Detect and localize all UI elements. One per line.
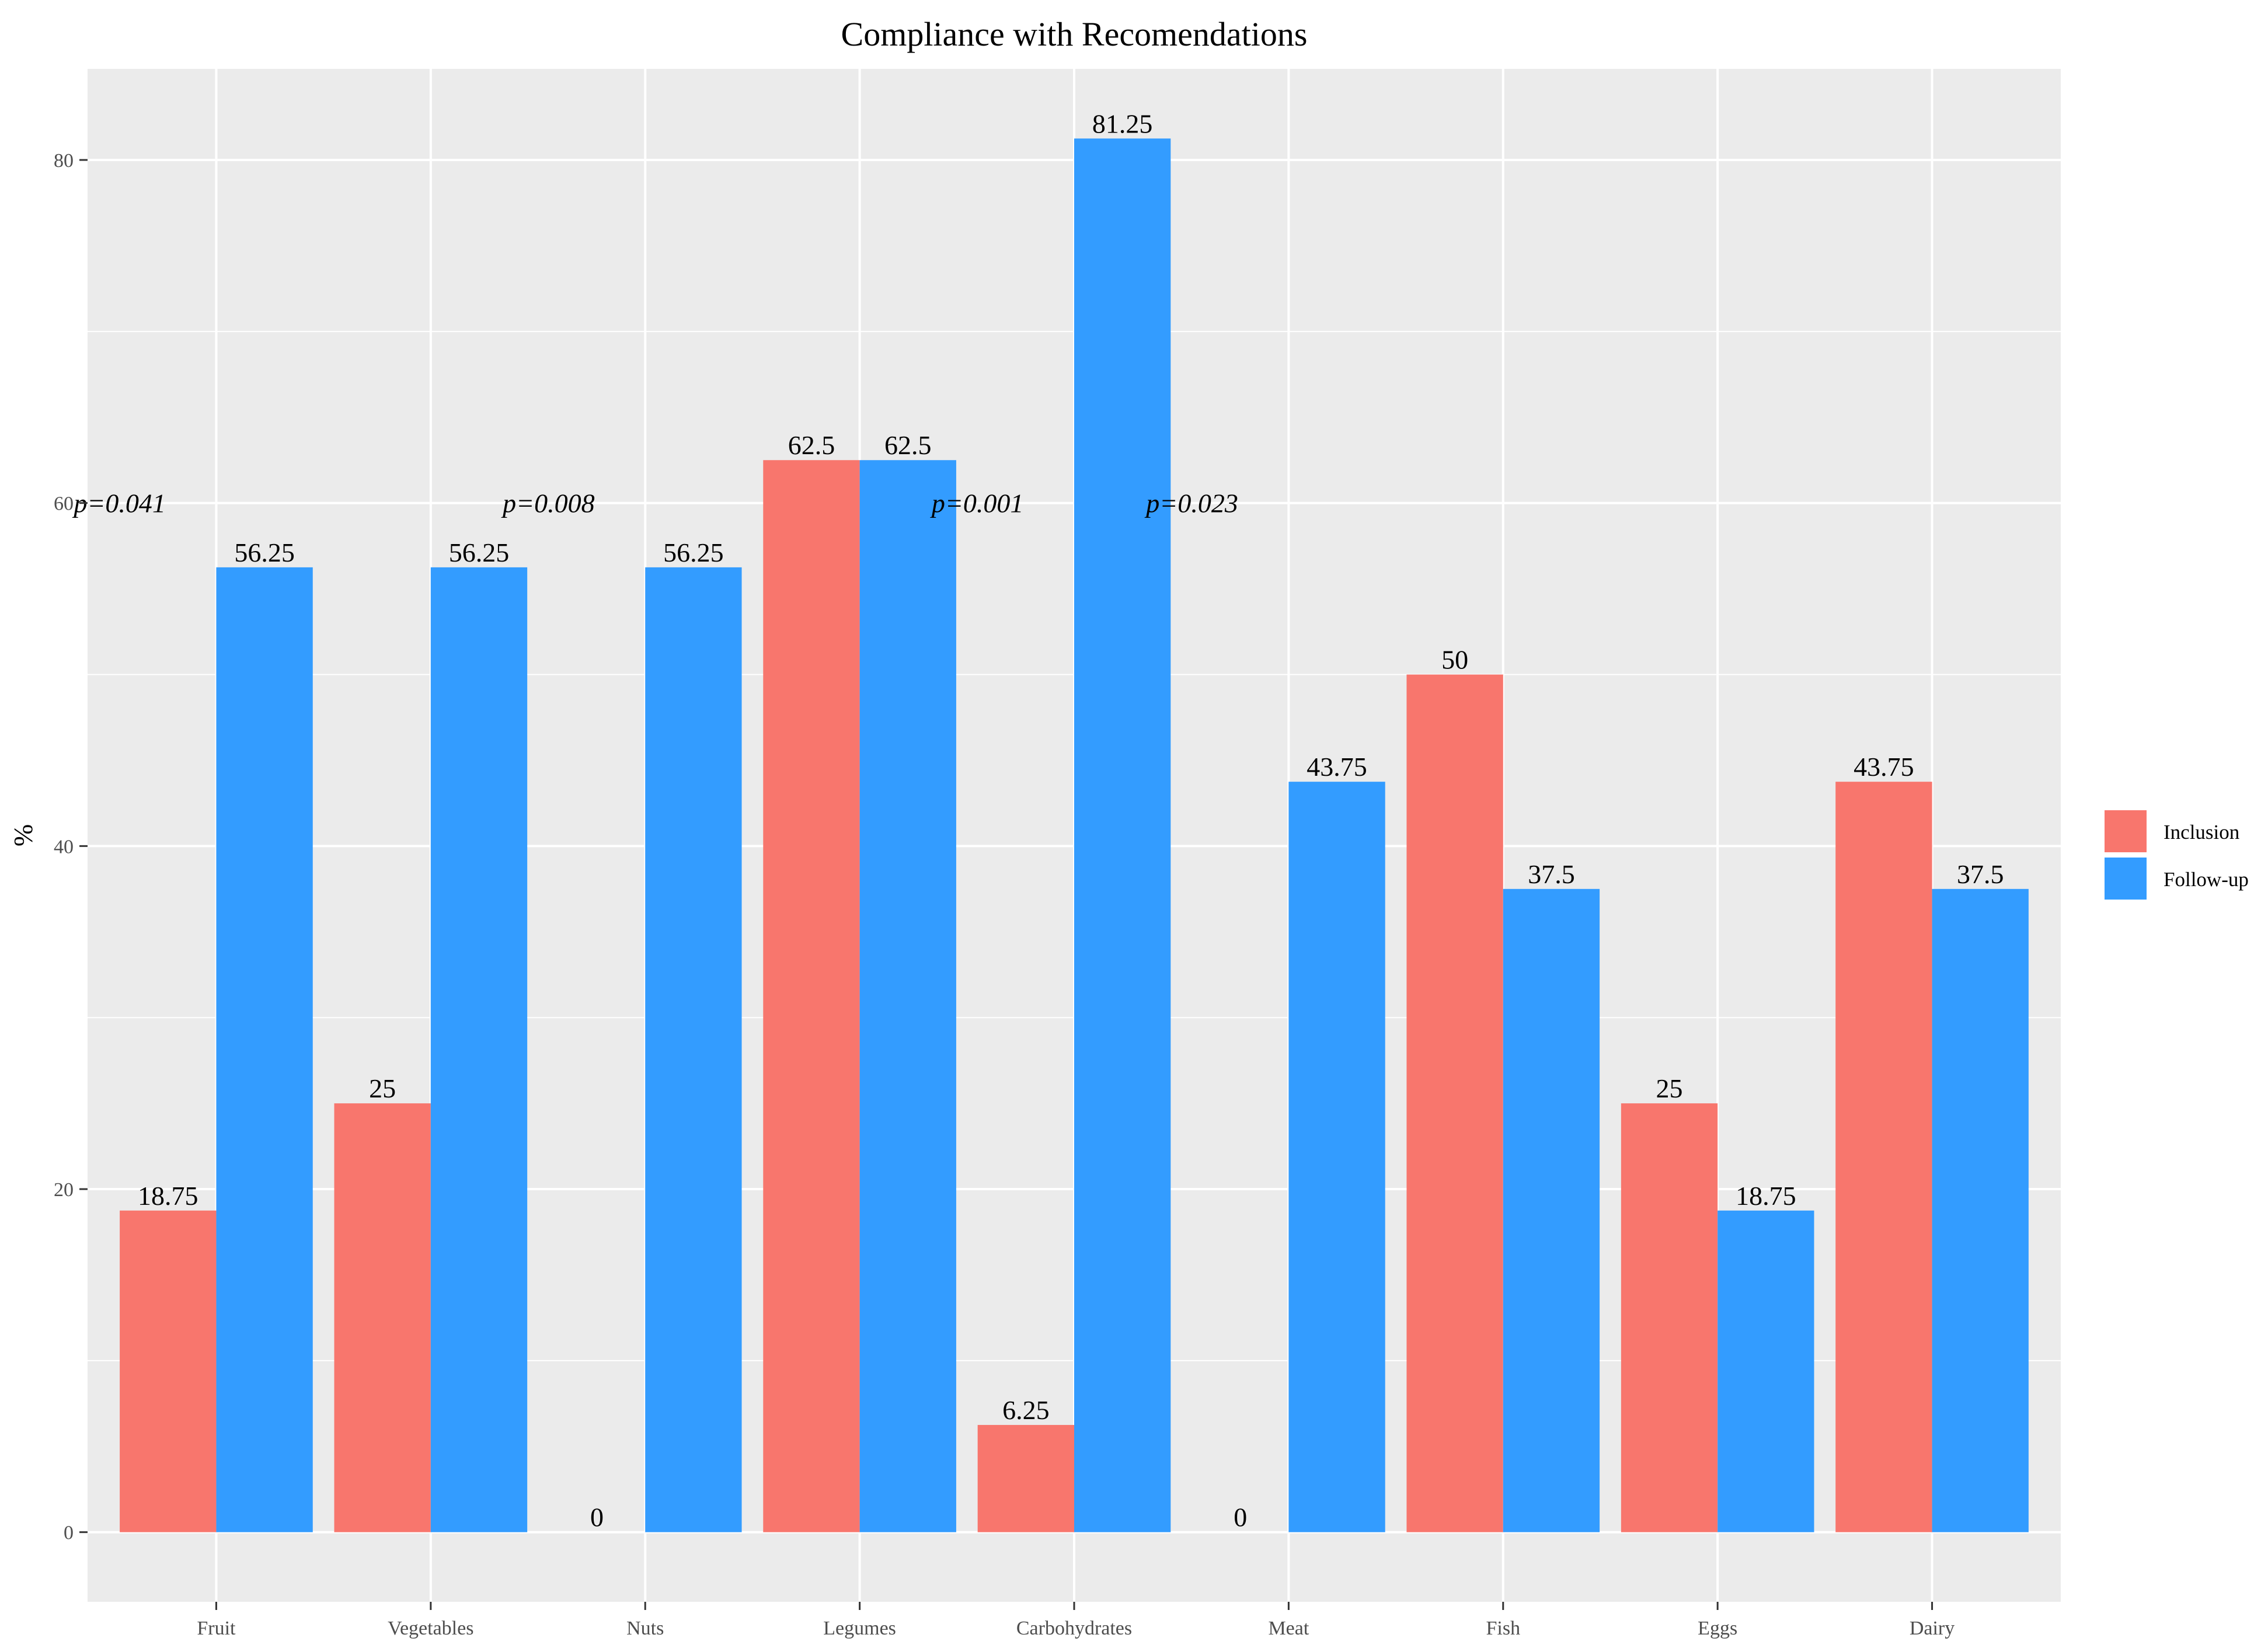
x-tick-label-carbohydrates: Carbohydrates [1016,1618,1132,1639]
bar-label-inclusion-eggs: 25 [1656,1074,1683,1103]
legend-key-follow-up [2105,858,2147,900]
bar-follow-up-fish [1503,888,1600,1532]
annotations: p=0.041 p=0.008 p=0.001 p=0.023 [72,489,1238,518]
bar-label-follow-up-legumes: 62.5 [884,430,932,460]
y-tick-label-0: 0 [64,1522,74,1544]
x-axis: Fruit Vegetables Nuts Legumes Carbohydrates M… [197,1602,1955,1639]
bar-follow-up-fruit [216,567,313,1532]
x-tick-label-fruit: Fruit [197,1618,236,1639]
bar-label-inclusion-vegetables: 25 [369,1074,396,1103]
bar-inclusion-fruit [120,1210,217,1532]
bar-follow-up-nuts [645,567,742,1532]
bar-inclusion-carbohydrates [977,1425,1074,1532]
bar-label-inclusion-legumes: 62.5 [788,430,835,460]
x-tick-label-nuts: Nuts [626,1618,664,1639]
legend-label-follow-up: Follow-up [2164,868,2249,891]
p-value-nuts: p=0.008 [501,489,595,518]
bar-label-inclusion-carbohydrates: 6.25 [1002,1395,1050,1425]
y-tick-label-80: 80 [54,150,74,172]
bar-inclusion-legumes [763,460,860,1532]
bar-follow-up-legumes [859,460,956,1532]
bar-follow-up-meat [1288,782,1385,1532]
bar-label-follow-up-eggs: 18.75 [1736,1181,1796,1211]
bar-follow-up-vegetables [430,567,528,1532]
bar-label-follow-up-nuts: 56.25 [663,538,724,567]
legend-key-inclusion [2105,810,2147,852]
y-tick-label-60: 60 [54,493,74,515]
bar-label-follow-up-dairy: 37.5 [1957,859,2004,889]
bar-label-follow-up-fish: 37.5 [1528,859,1575,889]
bar-label-follow-up-vegetables: 56.25 [449,538,510,567]
bar-labels: 18.75 25 0 62.5 6.25 0 50 25 43.75 56.25 56.25 56.2… [138,109,2004,1532]
bar-label-inclusion-meat: 0 [1234,1503,1247,1532]
bar-follow-up-dairy [1932,888,2029,1532]
bar-label-follow-up-fruit: 56.25 [234,538,295,567]
p-value-meat: p=0.023 [1144,489,1238,518]
bar-label-follow-up-carbohydrates: 81.25 [1092,109,1153,138]
bar-inclusion-dairy [1835,782,1932,1532]
bar-label-inclusion-dairy: 43.75 [1854,752,1914,782]
p-value-carbohydrates: p=0.001 [930,489,1024,518]
legend-label-inclusion: Inclusion [2164,821,2239,844]
y-tick-label-40: 40 [54,836,74,858]
bar-label-inclusion-fruit: 18.75 [138,1181,198,1211]
x-tick-label-eggs: Eggs [1698,1618,1737,1639]
bar-label-follow-up-meat: 43.75 [1307,752,1367,782]
x-tick-label-vegetables: Vegetables [388,1618,473,1639]
x-tick-label-legumes: Legumes [823,1618,896,1639]
bar-label-inclusion-nuts: 0 [590,1503,604,1532]
x-tick-label-meat: Meat [1268,1618,1309,1639]
chart-title: Compliance with Recomendations [841,15,1308,53]
bar-follow-up-carbohydrates [1074,138,1171,1532]
y-axis: 0 20 40 60 80 [54,150,88,1544]
bars [120,138,2029,1532]
bar-inclusion-eggs [1621,1103,1718,1532]
y-axis-label: % [8,824,38,846]
p-value-fruit: p=0.041 [72,489,166,518]
x-tick-label-fish: Fish [1486,1618,1520,1639]
bar-follow-up-eggs [1717,1210,1814,1532]
legend: Inclusion Follow-up [2105,810,2249,900]
bar-inclusion-fish [1406,674,1503,1532]
bar-inclusion-vegetables [334,1103,431,1532]
bar-label-inclusion-fish: 50 [1441,645,1468,675]
x-tick-label-dairy: Dairy [1910,1618,1955,1639]
y-tick-label-20: 20 [54,1179,74,1201]
